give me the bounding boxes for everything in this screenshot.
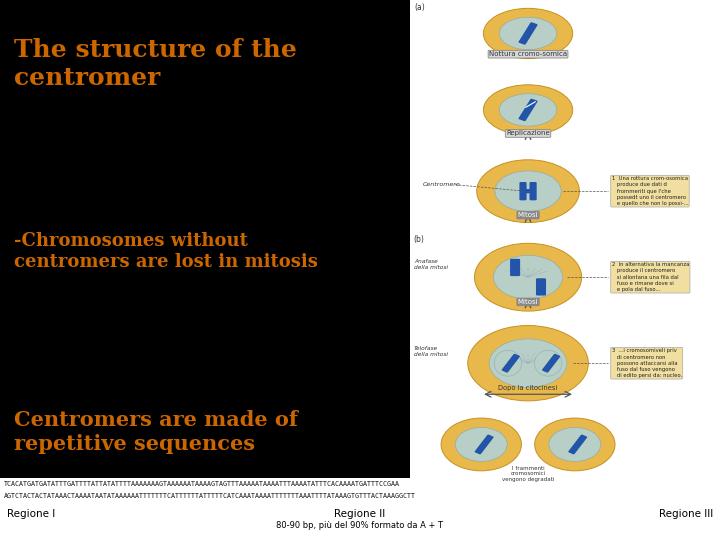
Ellipse shape (495, 171, 561, 211)
Text: Dopo la citocinesi: Dopo la citocinesi (498, 385, 558, 391)
Ellipse shape (483, 8, 572, 58)
Ellipse shape (483, 85, 572, 135)
Ellipse shape (455, 428, 507, 462)
FancyBboxPatch shape (510, 259, 520, 276)
Text: Regione II: Regione II (334, 509, 386, 519)
FancyBboxPatch shape (520, 189, 536, 193)
Ellipse shape (535, 418, 615, 471)
Ellipse shape (489, 339, 567, 388)
Text: -Chromosomes without
centromers are lost in mitosis: -Chromosomes without centromers are lost… (14, 232, 318, 271)
Ellipse shape (494, 350, 521, 376)
FancyBboxPatch shape (542, 354, 560, 373)
Ellipse shape (477, 160, 580, 222)
FancyBboxPatch shape (568, 435, 588, 454)
Ellipse shape (499, 17, 557, 50)
Bar (410, 0, 720, 478)
Text: Nottura cromo-somica: Nottura cromo-somica (489, 51, 567, 57)
Text: (b): (b) (413, 235, 424, 244)
FancyBboxPatch shape (519, 182, 526, 200)
FancyBboxPatch shape (536, 278, 546, 295)
Ellipse shape (534, 350, 562, 376)
Text: Mitosi: Mitosi (518, 299, 539, 305)
Ellipse shape (441, 418, 521, 471)
Text: Telofase
della mitosi: Telofase della mitosi (414, 347, 448, 357)
FancyBboxPatch shape (529, 182, 536, 200)
Text: Replicazione: Replicazione (506, 131, 550, 137)
Text: Centromers are made of
repetitive sequences: Centromers are made of repetitive sequen… (14, 410, 298, 454)
Text: I frammenti
cromosomici
vengono degradati: I frammenti cromosomici vengono degradat… (502, 465, 554, 482)
Ellipse shape (549, 428, 600, 462)
FancyBboxPatch shape (474, 435, 494, 454)
Text: Regione III: Regione III (659, 509, 713, 519)
Text: 2  In alternativa la mancanza
   produce il centromero
   si allontana una fila : 2 In alternativa la mancanza produce il … (612, 262, 689, 292)
Ellipse shape (493, 255, 562, 299)
Bar (0, 478, 720, 540)
Ellipse shape (468, 326, 588, 401)
FancyBboxPatch shape (518, 22, 538, 45)
Ellipse shape (474, 244, 582, 311)
FancyBboxPatch shape (518, 99, 538, 121)
Text: Centromero: Centromero (423, 182, 461, 187)
Text: Regione I: Regione I (7, 509, 55, 519)
Text: Mitosi: Mitosi (518, 212, 539, 218)
Text: 3  ...i cromosomiveli priv
   di centromero non
   possono attaccarsi alla
   fu: 3 ...i cromosomiveli priv di centromero … (612, 348, 682, 378)
Text: 80-90 bp, più del 90% formato da A + T: 80-90 bp, più del 90% formato da A + T (276, 521, 444, 530)
Text: The structure of the
centromer: The structure of the centromer (14, 38, 297, 90)
Ellipse shape (499, 94, 557, 126)
Text: (a): (a) (414, 3, 425, 12)
Text: AGTCTACTACTATAAACTAAAATAATATAAAAAATTTTTTTCATTTTTTATTTTTCATCAAATAAAATTTTTTTAAATTT: AGTCTACTACTATAAACTAAAATAATATAAAAAATTTTTT… (4, 493, 415, 499)
FancyBboxPatch shape (502, 354, 520, 373)
Text: TCACATGATGATATTTGATTTTATTATATTTTAAAAAAAGTAAAAAATAAAAGTAGTTTAAAAATAAAATTTAAAATATT: TCACATGATGATATTTGATTTTATTATATTTTAAAAAAAG… (4, 481, 400, 487)
Text: 1  Una rottura crom-osomica
   produce due dati d
   frommeriti que l'che
   pos: 1 Una rottura crom-osomica produce due d… (612, 176, 688, 206)
Text: Anafase
della mitosi: Anafase della mitosi (414, 259, 448, 269)
